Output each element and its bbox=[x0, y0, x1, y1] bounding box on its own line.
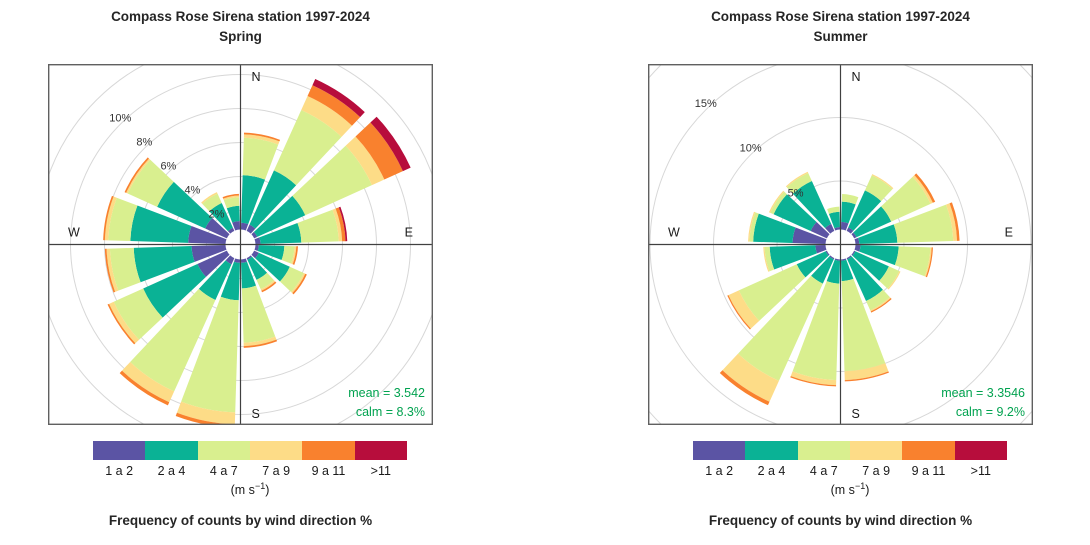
legend-swatch-1a2 bbox=[693, 441, 746, 460]
legend-swatch-1a2 bbox=[93, 441, 146, 460]
legend-swatch-7a9 bbox=[849, 441, 903, 460]
legend-swatch-4a7 bbox=[797, 441, 850, 460]
compass-label: N bbox=[852, 70, 861, 84]
legend-bin-label: 1 a 2 bbox=[705, 464, 734, 478]
windrose-chart-summer: Compass Rose Sirena station 1997-2024 Su… bbox=[600, 0, 1090, 545]
legend-units: (m s−1) bbox=[230, 481, 270, 498]
compass-label: E bbox=[1005, 226, 1013, 240]
windrose-chart-spring: Compass Rose Sirena station 1997-2024 Sp… bbox=[0, 0, 490, 545]
mean-calm-annotation-spring: mean = 3.542 calm = 8.3% bbox=[48, 384, 425, 422]
legend-bin-label: 9 a 11 bbox=[311, 464, 346, 478]
compass-label: S bbox=[252, 407, 260, 421]
windrose-plot-spring: 2% 4% 6% 8% 10% N S W E bbox=[48, 64, 433, 425]
legend-swatch-9a11 bbox=[302, 441, 355, 460]
chart-title-line1: Compass Rose Sirena station 1997-2024 bbox=[711, 9, 970, 24]
legend-swatch-7a9 bbox=[249, 441, 303, 460]
ring-percent-label: 8% bbox=[136, 136, 152, 148]
legend-bin-label: 2 a 4 bbox=[157, 464, 186, 478]
legend-bin-label: 7 a 9 bbox=[262, 464, 291, 478]
chart-title-line2: Summer bbox=[813, 29, 868, 44]
wind-speed-legend-summer: 1 a 2 2 a 4 4 a 7 7 a 9 9 a 11 >11 (m s−… bbox=[693, 441, 1007, 497]
calm-value: calm = 9.2% bbox=[955, 405, 1025, 419]
ring-percent-label: 4% bbox=[184, 184, 200, 196]
legend-swatch-4a7 bbox=[197, 441, 250, 460]
calm-value: calm = 8.3% bbox=[355, 405, 425, 419]
legend-swatch-row bbox=[693, 441, 1007, 460]
legend-swatch-2a4 bbox=[145, 441, 198, 460]
mean-calm-annotation-summer: mean = 3.3546 calm = 9.2% bbox=[648, 384, 1025, 422]
chart-title-summer: Compass Rose Sirena station 1997-2024 Su… bbox=[648, 7, 1033, 47]
ring-percent-label: 6% bbox=[160, 160, 176, 172]
legend-swatch-gt11 bbox=[354, 441, 407, 460]
legend-label-row: 1 a 2 2 a 4 4 a 7 7 a 9 9 a 11 >11 bbox=[93, 464, 407, 478]
ring-percent-label: 10% bbox=[109, 112, 131, 124]
legend-bin-label: 4 a 7 bbox=[209, 464, 238, 478]
ring-percent-label: 10% bbox=[740, 143, 762, 155]
chart-title-line1: Compass Rose Sirena station 1997-2024 bbox=[111, 9, 370, 24]
chart-caption-spring: Frequency of counts by wind direction % bbox=[108, 513, 373, 528]
legend-bin-label: 2 a 4 bbox=[757, 464, 786, 478]
compass-label: W bbox=[668, 226, 680, 240]
legend-bin-label: >11 bbox=[370, 464, 391, 478]
legend-swatch-2a4 bbox=[745, 441, 798, 460]
ring-percent-label: 15% bbox=[695, 98, 717, 110]
legend-bin-label: >11 bbox=[970, 464, 991, 478]
legend-swatch-row bbox=[93, 441, 407, 460]
legend-swatch-gt11 bbox=[954, 441, 1007, 460]
legend-swatch-9a11 bbox=[902, 441, 955, 460]
wind-speed-legend-spring: 1 a 2 2 a 4 4 a 7 7 a 9 9 a 11 >11 (m s−… bbox=[93, 441, 407, 497]
chart-caption-summer: Frequency of counts by wind direction % bbox=[708, 513, 973, 528]
legend-units: (m s−1) bbox=[830, 481, 870, 498]
compass-label: W bbox=[68, 226, 80, 240]
legend-bin-label: 9 a 11 bbox=[911, 464, 946, 478]
compass-label: E bbox=[405, 226, 413, 240]
legend-bin-label: 4 a 7 bbox=[809, 464, 838, 478]
legend-label-row: 1 a 2 2 a 4 4 a 7 7 a 9 9 a 11 >11 bbox=[693, 464, 1007, 478]
legend-bin-label: 1 a 2 bbox=[105, 464, 134, 478]
ring-percent-label: 5% bbox=[788, 188, 804, 200]
mean-value: mean = 3.3546 bbox=[941, 386, 1025, 400]
chart-title-spring: Compass Rose Sirena station 1997-2024 Sp… bbox=[48, 7, 433, 47]
windrose-plot-summer: 5% 10% 15% N S W E bbox=[648, 64, 1033, 425]
mean-value: mean = 3.542 bbox=[348, 386, 425, 400]
ring-percent-label: 2% bbox=[209, 209, 225, 221]
compass-label: S bbox=[852, 407, 860, 421]
chart-title-line2: Spring bbox=[219, 29, 262, 44]
compass-label: N bbox=[252, 70, 261, 84]
legend-bin-label: 7 a 9 bbox=[862, 464, 891, 478]
